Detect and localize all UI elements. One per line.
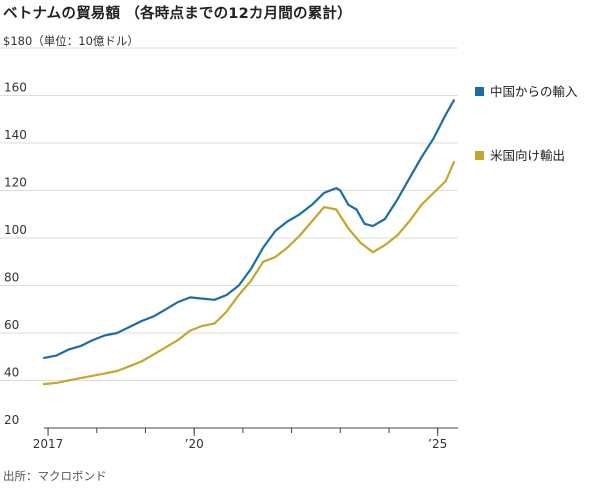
y-tick-label-160: 160 [4, 81, 27, 95]
y-top-label: $180 [3, 34, 33, 48]
x-tick-label-2025: ’25 [428, 437, 447, 451]
y-tick-label-40: 40 [4, 366, 19, 380]
series-lines [42, 99, 455, 386]
legend-label-china-imports: 中国からの輸入 [490, 84, 578, 99]
y-axis-ticks: 20 40 60 80 100 120 140 160 [4, 81, 27, 428]
legend-swatch-us-exports [475, 151, 484, 160]
series-line-china-imports [42, 99, 455, 359]
x-tick-label-2020: ’20 [185, 437, 204, 451]
y-tick-label-80: 80 [4, 271, 19, 285]
y-tick-label-20: 20 [4, 413, 19, 427]
unit-label: $180（単位：10億ドル） [3, 33, 139, 49]
legend-swatch-china-imports [475, 87, 484, 96]
x-axis: 2017 ’20 ’25 [33, 427, 458, 451]
series-line-us-exports [42, 160, 455, 386]
legend-label-us-exports: 米国向け輸出 [490, 148, 565, 163]
y-tick-label-120: 120 [4, 176, 27, 190]
source-note: 出所：マクロボンド [3, 469, 107, 483]
y-tick-label-100: 100 [4, 223, 27, 237]
y-axis-unit: （単位：10億ドル） [32, 34, 139, 48]
gridlines [0, 47, 458, 381]
chart-title: ベトナムの貿易額 （各時点までの12カ月間の累計） [3, 6, 352, 22]
x-tick-label-2017: 2017 [33, 437, 64, 451]
y-tick-label-140: 140 [4, 128, 27, 142]
y-tick-label-60: 60 [4, 318, 19, 332]
